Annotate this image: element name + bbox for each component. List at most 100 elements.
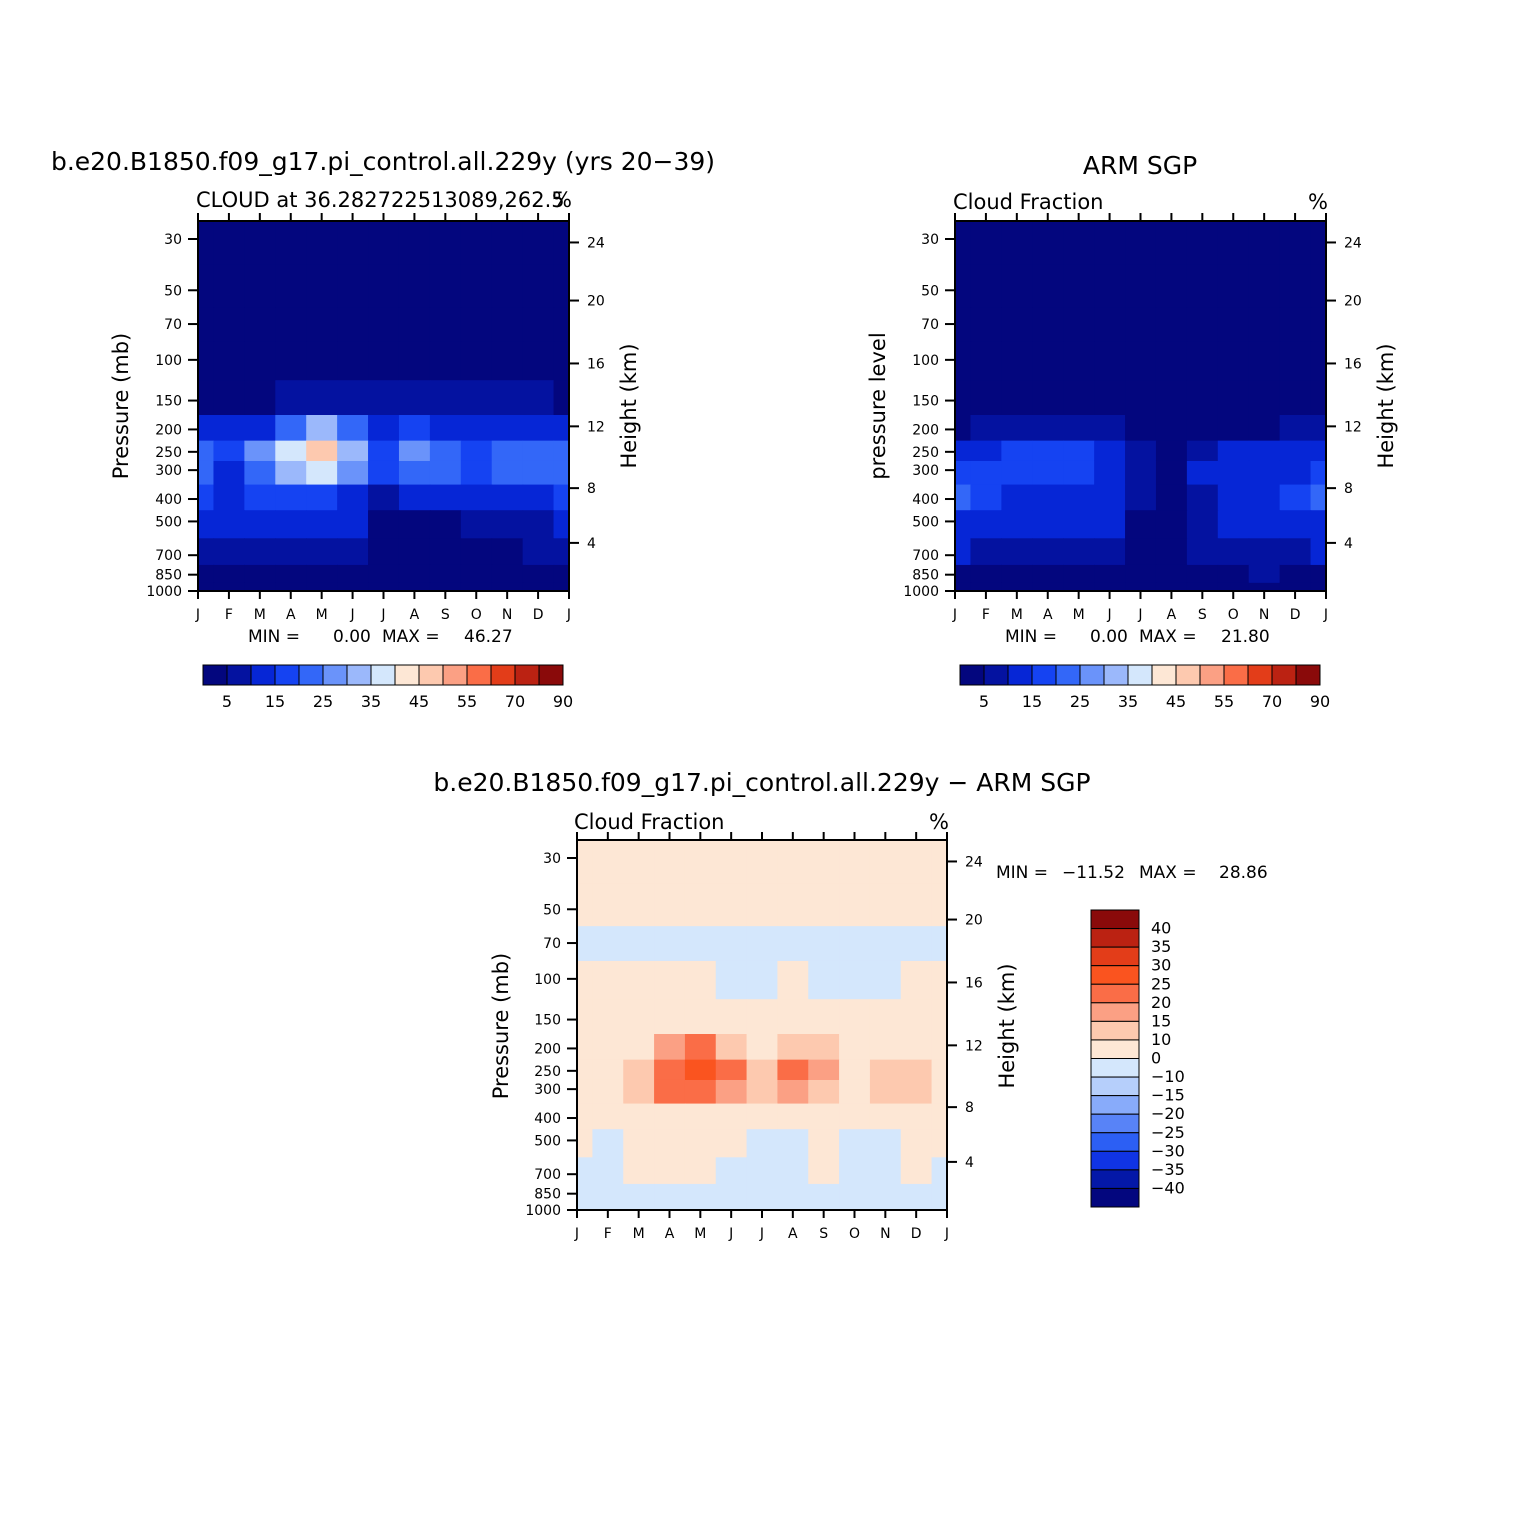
heatmap-cell: [275, 341, 307, 381]
heatmap-cell: [808, 960, 840, 1000]
colorbar-swatch: [322, 664, 348, 686]
heatmap-cell: [777, 1201, 809, 1211]
heatmap-cell: [398, 415, 431, 442]
heatmap-cell: [198, 538, 215, 566]
heatmap-cell: [1155, 440, 1188, 462]
heatmap-cell: [654, 883, 686, 927]
heatmap-cell: [1001, 440, 1033, 462]
heatmap-cell: [839, 999, 871, 1035]
heatmap-cell: [900, 1183, 933, 1203]
heatmap-cell: [931, 1157, 948, 1185]
y-tick-label: 200: [534, 1041, 561, 1057]
heatmap-cell: [715, 883, 748, 927]
heatmap-cell: [337, 582, 369, 592]
heatmap-cell: [654, 1157, 686, 1185]
heatmap-cell: [491, 264, 524, 308]
heatmap-cell: [1279, 415, 1312, 442]
x-tick-label: J: [952, 607, 957, 623]
heatmap-cell: [1248, 510, 1281, 539]
diff-subtitle: Cloud Fraction: [574, 810, 725, 834]
heatmap-cell: [491, 538, 524, 566]
y-tick-label: 70: [921, 317, 939, 333]
heatmap-cell: [1217, 264, 1250, 308]
heatmap-cell: [869, 1103, 902, 1130]
obs-subtitle: Cloud Fraction: [953, 190, 1104, 214]
y2-tick-label: 16: [1344, 356, 1362, 372]
heatmap-cell: [654, 1079, 686, 1105]
y2-tick-label: 24: [965, 854, 983, 870]
heatmap-cell: [213, 564, 245, 584]
heatmap-cell: [623, 1059, 655, 1081]
heatmap-cell: [1310, 538, 1327, 566]
x-tick-label: A: [788, 1226, 798, 1242]
heatmap-cell: [491, 380, 524, 416]
heatmap-cell: [746, 883, 779, 927]
heatmap-cell: [654, 1129, 686, 1158]
heatmap-cell: [955, 440, 972, 462]
heatmap-cell: [931, 840, 948, 885]
x-tick-label: A: [410, 607, 420, 623]
panel-obs: ARM SGP Cloud Fraction % J F M A M J J A S O N D J 30…: [866, 151, 1398, 711]
heatmap-cell: [198, 484, 215, 511]
heatmap-cell: [306, 538, 338, 566]
heatmap-cell: [1248, 538, 1281, 566]
heatmap-cell: [808, 1129, 840, 1158]
heatmap-cell: [777, 926, 809, 962]
x-tick-label: F: [225, 607, 233, 623]
y-tick-label: 1000: [525, 1203, 561, 1219]
heatmap-cell: [460, 582, 493, 592]
heatmap-cell: [1186, 538, 1219, 566]
heatmap-cell: [654, 926, 686, 962]
heatmap-cell: [746, 1059, 779, 1081]
model-max-value: 46.27: [464, 627, 513, 647]
heatmap-cell: [337, 341, 369, 381]
x-tick-label: J: [350, 607, 355, 623]
heatmap-cell: [398, 484, 431, 511]
heatmap-cell: [1155, 307, 1188, 343]
heatmap-cell: [715, 1183, 748, 1203]
heatmap-cell: [1248, 564, 1281, 584]
heatmap-cell: [715, 1079, 748, 1105]
heatmap-cell: [553, 415, 570, 442]
colorbar-swatch: [1090, 965, 1140, 985]
obs-units: %: [1308, 190, 1328, 214]
colorbar-label: −10: [1151, 1067, 1185, 1086]
heatmap-cell: [1094, 564, 1126, 584]
colorbar-swatch: [298, 664, 324, 686]
y-tick-label: 30: [164, 232, 182, 248]
heatmap-cell: [1310, 307, 1327, 343]
heatmap-cell: [244, 264, 276, 308]
heatmap-cell: [398, 264, 431, 308]
heatmap-cell: [1063, 440, 1095, 462]
y-tick-label: 150: [534, 1013, 561, 1029]
heatmap-cell: [1155, 582, 1188, 592]
heatmap-cell: [337, 221, 369, 266]
heatmap-cell: [1094, 415, 1126, 442]
heatmap-cell: [368, 460, 400, 486]
heatmap-cell: [1248, 582, 1281, 592]
heatmap-cell: [623, 840, 655, 885]
heatmap-cell: [839, 1103, 871, 1130]
model-min-value: 0.00: [333, 627, 371, 647]
heatmap-cell: [398, 440, 431, 462]
colorbar-label: −30: [1151, 1141, 1185, 1160]
colorbar-swatch: [490, 664, 516, 686]
heatmap-cell: [213, 341, 245, 381]
x-tick-label: A: [665, 1226, 675, 1242]
heatmap-cell: [1125, 415, 1157, 442]
heatmap-cell: [869, 883, 902, 927]
heatmap-cell: [970, 564, 1002, 584]
heatmap-cell: [306, 380, 338, 416]
heatmap-cell: [955, 221, 972, 266]
heatmap-cell: [244, 564, 276, 584]
heatmap-cell: [198, 415, 215, 442]
heatmap-cell: [839, 1183, 871, 1203]
y-tick-label: 150: [155, 394, 182, 410]
heatmap-cell: [955, 380, 972, 416]
heatmap-cell: [522, 415, 555, 442]
colorbar-swatch: [1090, 1002, 1140, 1022]
heatmap-cell: [1094, 221, 1126, 266]
colorbar-label: 55: [1214, 692, 1234, 711]
heatmap-cell: [592, 1079, 624, 1105]
heatmap-cell: [955, 538, 972, 566]
